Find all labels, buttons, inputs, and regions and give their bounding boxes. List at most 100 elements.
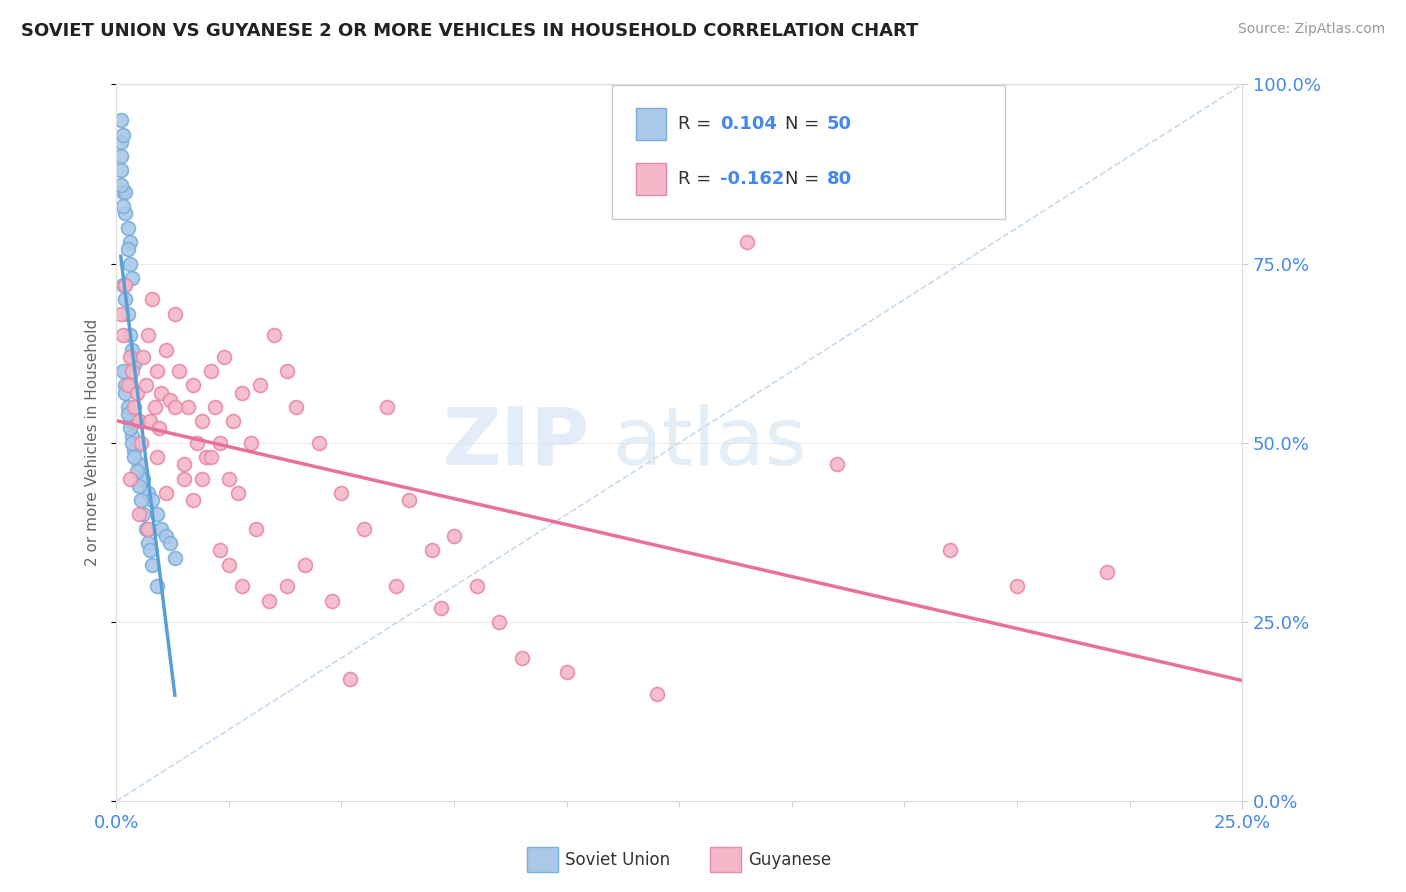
Point — [112, 199, 135, 213]
Point — [186, 435, 208, 450]
Point — [510, 651, 533, 665]
Point — [146, 450, 169, 465]
Text: 80: 80 — [827, 170, 852, 188]
Point — [121, 343, 143, 357]
Point — [146, 364, 169, 378]
Point — [148, 421, 170, 435]
Point — [173, 472, 195, 486]
Point — [117, 407, 139, 421]
Point — [1095, 565, 1118, 579]
Point — [330, 486, 353, 500]
Point — [118, 257, 141, 271]
Point — [218, 472, 240, 486]
Point — [276, 579, 298, 593]
Point — [465, 579, 488, 593]
Point — [169, 364, 191, 378]
Text: 50: 50 — [827, 115, 852, 133]
Point — [146, 579, 169, 593]
Point — [155, 486, 177, 500]
Point — [443, 529, 465, 543]
Point — [121, 271, 143, 285]
Point — [114, 185, 136, 199]
Point — [231, 579, 253, 593]
Point — [112, 278, 135, 293]
Point — [231, 385, 253, 400]
Point — [208, 435, 231, 450]
Point — [200, 450, 222, 465]
Point — [112, 328, 135, 343]
Text: Guyanese: Guyanese — [748, 851, 831, 869]
Point — [375, 400, 398, 414]
Text: ZIP: ZIP — [441, 404, 589, 482]
Point — [240, 435, 263, 450]
Text: -0.162: -0.162 — [720, 170, 785, 188]
Point — [124, 442, 146, 457]
Point — [155, 343, 177, 357]
Point — [285, 400, 308, 414]
Point — [141, 293, 163, 307]
Point — [136, 486, 159, 500]
Point — [204, 400, 226, 414]
Point — [276, 364, 298, 378]
Point — [112, 185, 135, 199]
Point — [263, 328, 285, 343]
Text: R =: R = — [678, 170, 717, 188]
Point — [214, 350, 236, 364]
Point — [132, 350, 155, 364]
Point — [114, 385, 136, 400]
Point — [114, 293, 136, 307]
Point — [321, 593, 343, 607]
Point — [645, 687, 668, 701]
Point — [208, 543, 231, 558]
Point — [353, 522, 375, 536]
Point — [129, 493, 152, 508]
Point — [118, 235, 141, 249]
Point — [112, 128, 135, 142]
Point — [114, 378, 136, 392]
Point — [121, 435, 143, 450]
Point — [308, 435, 330, 450]
Point — [159, 392, 181, 407]
Point — [555, 665, 578, 680]
Point — [121, 364, 143, 378]
Text: N =: N = — [785, 115, 824, 133]
Point — [118, 350, 141, 364]
Text: 0.104: 0.104 — [720, 115, 776, 133]
Point — [191, 414, 214, 428]
Point — [195, 450, 218, 465]
Point — [128, 458, 150, 472]
Point — [124, 357, 146, 371]
Point — [135, 522, 157, 536]
Point — [112, 364, 135, 378]
Point — [245, 522, 267, 536]
Y-axis label: 2 or more Vehicles in Household: 2 or more Vehicles in Household — [86, 319, 100, 566]
Point — [139, 414, 162, 428]
Point — [129, 435, 152, 450]
Point — [110, 135, 132, 149]
Point — [118, 328, 141, 343]
Point — [398, 493, 420, 508]
Text: N =: N = — [785, 170, 824, 188]
Point — [226, 486, 249, 500]
Point — [200, 364, 222, 378]
Point — [121, 428, 143, 442]
Point — [218, 558, 240, 572]
Point — [136, 522, 159, 536]
Point — [1005, 579, 1028, 593]
Point — [118, 472, 141, 486]
Point — [118, 414, 141, 428]
Text: Soviet Union: Soviet Union — [565, 851, 671, 869]
Point — [117, 400, 139, 414]
Point — [141, 493, 163, 508]
Point — [114, 206, 136, 220]
Point — [125, 465, 148, 479]
Text: R =: R = — [678, 115, 717, 133]
Point — [938, 543, 960, 558]
Text: atlas: atlas — [612, 404, 806, 482]
Point — [128, 479, 150, 493]
Point — [163, 550, 186, 565]
Point — [163, 307, 186, 321]
Point — [125, 385, 148, 400]
Point — [488, 615, 510, 629]
Point — [124, 450, 146, 465]
